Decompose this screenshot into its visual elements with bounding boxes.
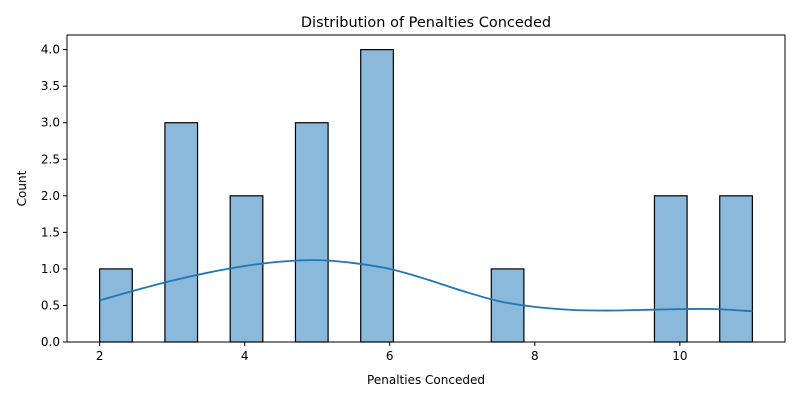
y-tick-label-1.5: 1.5 [41,225,60,239]
histogram-bar-1 [164,122,199,343]
histogram-bar-2 [229,195,264,343]
x-tick-label-10: 10 [672,349,687,363]
x-tick-label-4: 4 [241,349,249,363]
x-tick-label-8: 8 [531,349,539,363]
y-tick-label-2: 2.0 [41,189,60,203]
y-tick-label-1: 1.0 [41,262,60,276]
histogram-bar-6 [653,195,688,343]
y-tick-label-0: 0.0 [41,335,60,349]
kde-group [99,259,753,313]
x-axis-label: Penalties Conceded [367,373,485,387]
y-axis-label: Count [15,170,29,206]
histogram-bar-7 [719,195,753,343]
histogram-bar-0 [99,268,133,343]
y-tick-label-2.5: 2.5 [41,152,60,166]
y-tick-label-3.5: 3.5 [41,79,60,93]
histogram-bar-4 [360,49,394,343]
histogram-bar-3 [294,122,329,343]
x-tick-label-2: 2 [96,349,104,363]
plot-frame [66,34,786,343]
y-tick-label-4: 4.0 [41,43,60,57]
x-tick-label-6: 6 [386,349,394,363]
x-axis-ticks: 2 4 6 8 10 [96,342,687,363]
bars-group [99,49,753,343]
kde-line [99,259,753,313]
chart-title: Distribution of Penalties Conceded [301,15,551,31]
y-axis-ticks: 0.0 0.5 1.0 1.5 2.0 2.5 3.0 3.5 4.0 [41,43,67,349]
y-tick-label-0.5: 0.5 [41,298,60,312]
y-tick-label-3: 3.0 [41,116,60,130]
